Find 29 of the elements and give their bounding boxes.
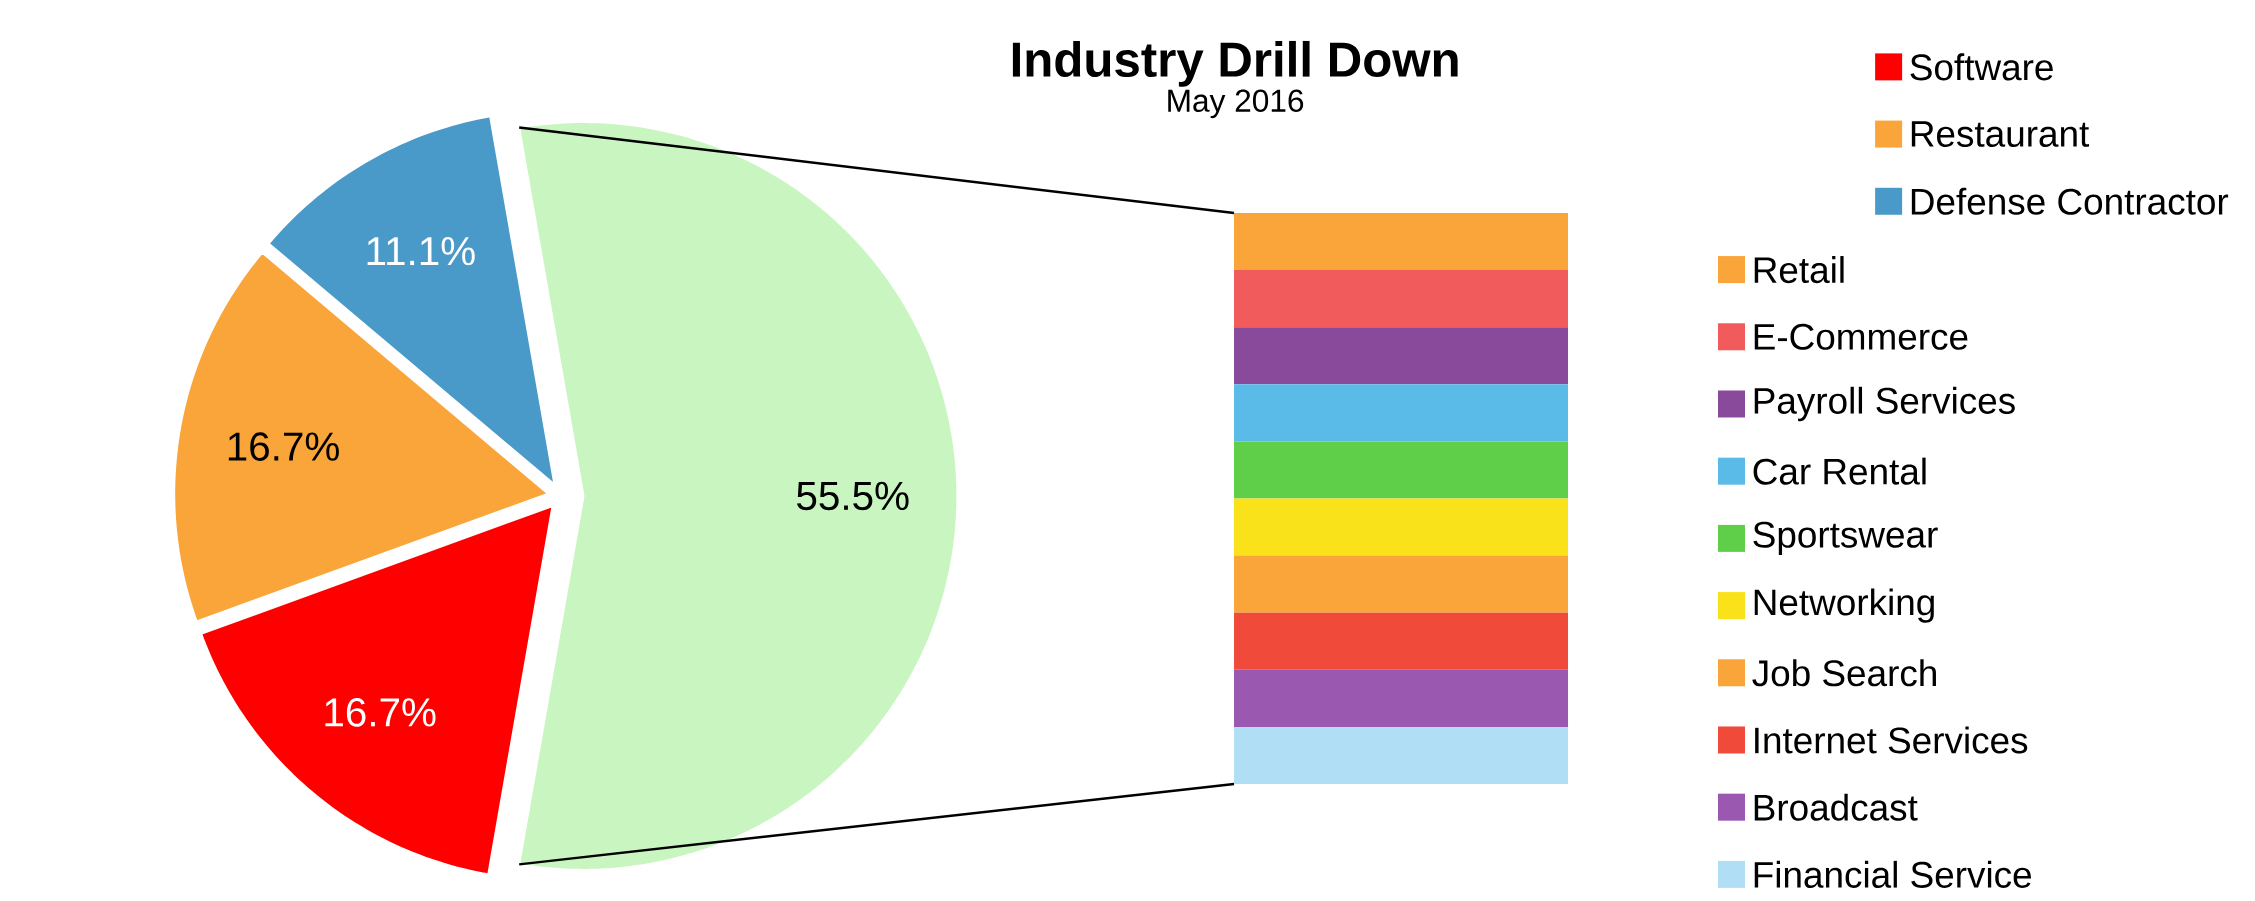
bar xyxy=(1234,270,1569,328)
data-label: 16.7% xyxy=(228,432,339,461)
bar xyxy=(1234,212,1569,271)
bar xyxy=(1234,327,1569,385)
legend-label: Car Rental xyxy=(1753,457,1926,485)
legend-label: Internet Services xyxy=(1755,726,2028,754)
data-label: 11.1% xyxy=(367,237,475,266)
legend-label: Networking xyxy=(1754,588,1934,623)
bar xyxy=(1234,726,1569,784)
legend-label: Financial Service xyxy=(1754,860,2031,888)
legend-label: Broadcast xyxy=(1754,793,1918,821)
bar xyxy=(1234,555,1569,613)
data-label: 55.5% xyxy=(797,481,909,511)
data-label: 16.7% xyxy=(325,698,436,727)
bar xyxy=(1234,498,1569,556)
bar xyxy=(1234,384,1569,442)
legend-label: Defense Contractor xyxy=(1911,187,2229,215)
legend-label: E-Commerce xyxy=(1754,323,1968,350)
chart-title: Industry Drill Down xyxy=(1012,40,1458,87)
legend-label: Sportswear xyxy=(1753,521,1938,556)
bar xyxy=(1234,612,1569,670)
bar xyxy=(1234,441,1569,499)
text: May 2016 xyxy=(1168,89,1304,119)
legend-label: Payroll Services xyxy=(1754,386,2015,422)
legend-label: Software xyxy=(1910,53,2053,81)
bar xyxy=(1234,669,1569,727)
legend-label: Job Search xyxy=(1752,659,1936,687)
legend-label: Retail xyxy=(1754,256,1844,284)
legend-label: Restaurant xyxy=(1911,121,2090,147)
